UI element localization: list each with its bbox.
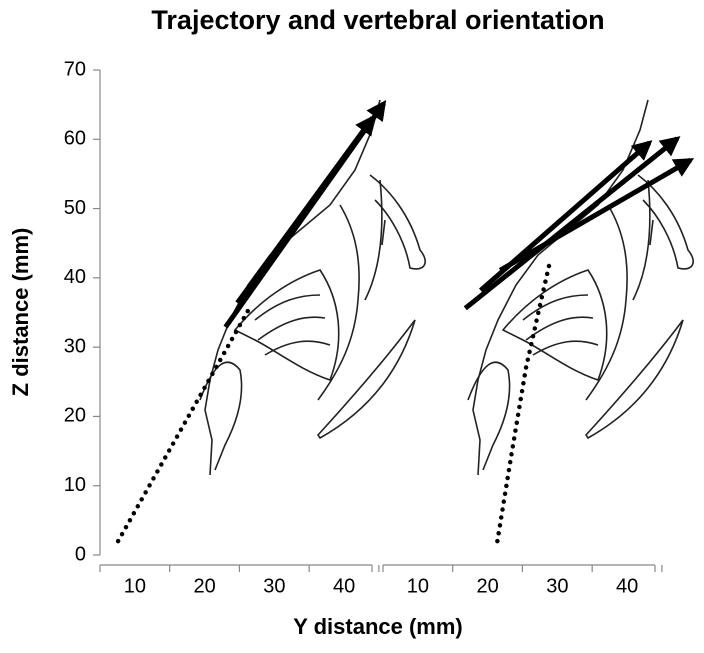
y-axis-label: Z distance (mm)	[8, 228, 33, 397]
x-tick-label: 20	[476, 575, 498, 597]
x-tick-label: 20	[193, 575, 215, 597]
orientation-arrow	[463, 136, 681, 311]
x-tick-label: 30	[546, 575, 568, 597]
y-tick-label: 30	[64, 335, 86, 357]
y-tick-label: 20	[64, 405, 86, 427]
x-tick-label: 30	[263, 575, 285, 597]
trajectory	[115, 307, 251, 544]
y-tick-label: 60	[64, 128, 86, 150]
y-tick-label: 50	[64, 197, 86, 219]
orientation-arrow	[235, 114, 376, 305]
x-tick-label: 40	[616, 575, 638, 597]
x-tick-label: 10	[124, 575, 146, 597]
trajectory	[495, 257, 553, 544]
y-tick-label: 10	[64, 474, 86, 496]
orientation-arrow	[498, 157, 695, 273]
y-tick-label: 70	[64, 58, 86, 80]
x-axis-label: Y distance (mm)	[293, 614, 463, 639]
x-tick-label: 10	[407, 575, 429, 597]
chart-title: Trajectory and vertebral orientation	[151, 5, 604, 35]
x-tick-label: 40	[333, 575, 355, 597]
y-tick-label: 0	[75, 543, 86, 565]
skeleton-illustration	[199, 99, 426, 476]
y-tick-label: 40	[64, 266, 86, 288]
